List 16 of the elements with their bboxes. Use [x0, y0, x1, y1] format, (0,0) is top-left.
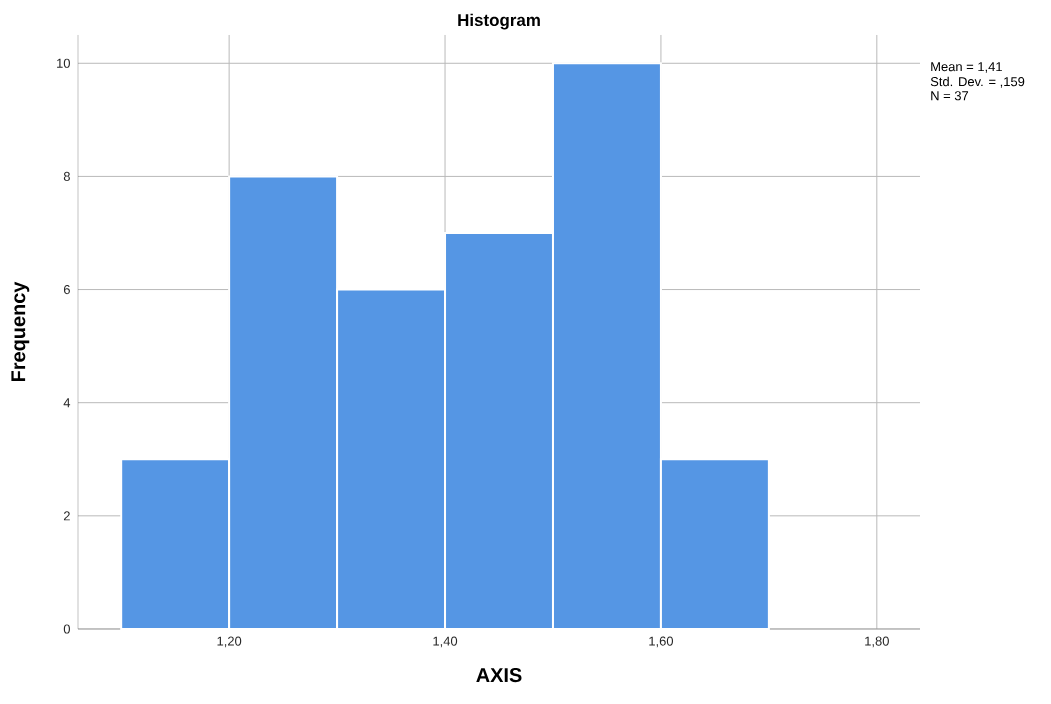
y-tick-label: 6 [63, 284, 70, 295]
y-tick-label: 4 [63, 398, 71, 408]
y-tick-label: 10 [57, 58, 70, 68]
y-tick-label: 8 [63, 171, 70, 181]
y-axis-title: Frequency [11, 281, 30, 382]
x-axis-title: AXIS [476, 668, 522, 683]
x-tick-label: 1,40 [433, 636, 458, 648]
x-tick-label: 1,60 [649, 636, 674, 648]
y-tick-label: 2 [63, 511, 70, 521]
x-tick-label: 1,80 [865, 636, 889, 648]
text: N = 37 [931, 91, 969, 101]
chart-title: Histogram [458, 13, 540, 30]
text: Mean = 1,41 [931, 62, 1002, 73]
x-tick-label: 1,20 [217, 636, 242, 648]
y-tick-label: 0 [63, 624, 70, 634]
text: Std. Dev. = ,159 [930, 76, 1025, 88]
